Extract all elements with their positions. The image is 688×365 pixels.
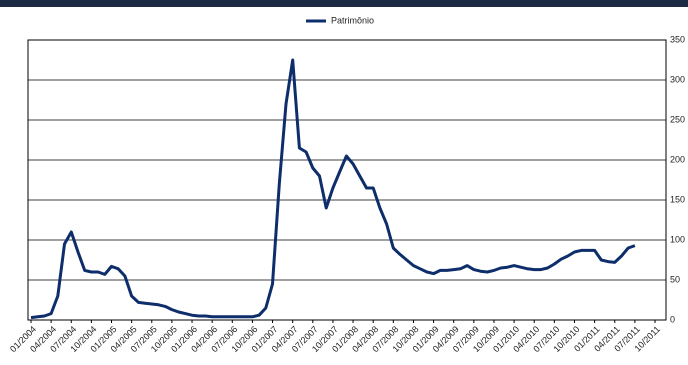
data-line (30, 58, 636, 320)
y-tick-label: 150 (670, 194, 685, 204)
y-tick-label: 250 (670, 114, 685, 124)
plot-frame (27, 39, 667, 321)
y-tick-label: 0 (670, 314, 675, 324)
y-tick-label: 200 (670, 154, 685, 164)
y-tick-label: 300 (670, 74, 685, 84)
y-tick-label: 50 (670, 274, 680, 284)
y-tick-label: 100 (670, 234, 685, 244)
legend-label: Patrimônio (331, 15, 374, 25)
top-bar (0, 0, 688, 7)
y-tick-label: 350 (670, 34, 685, 44)
